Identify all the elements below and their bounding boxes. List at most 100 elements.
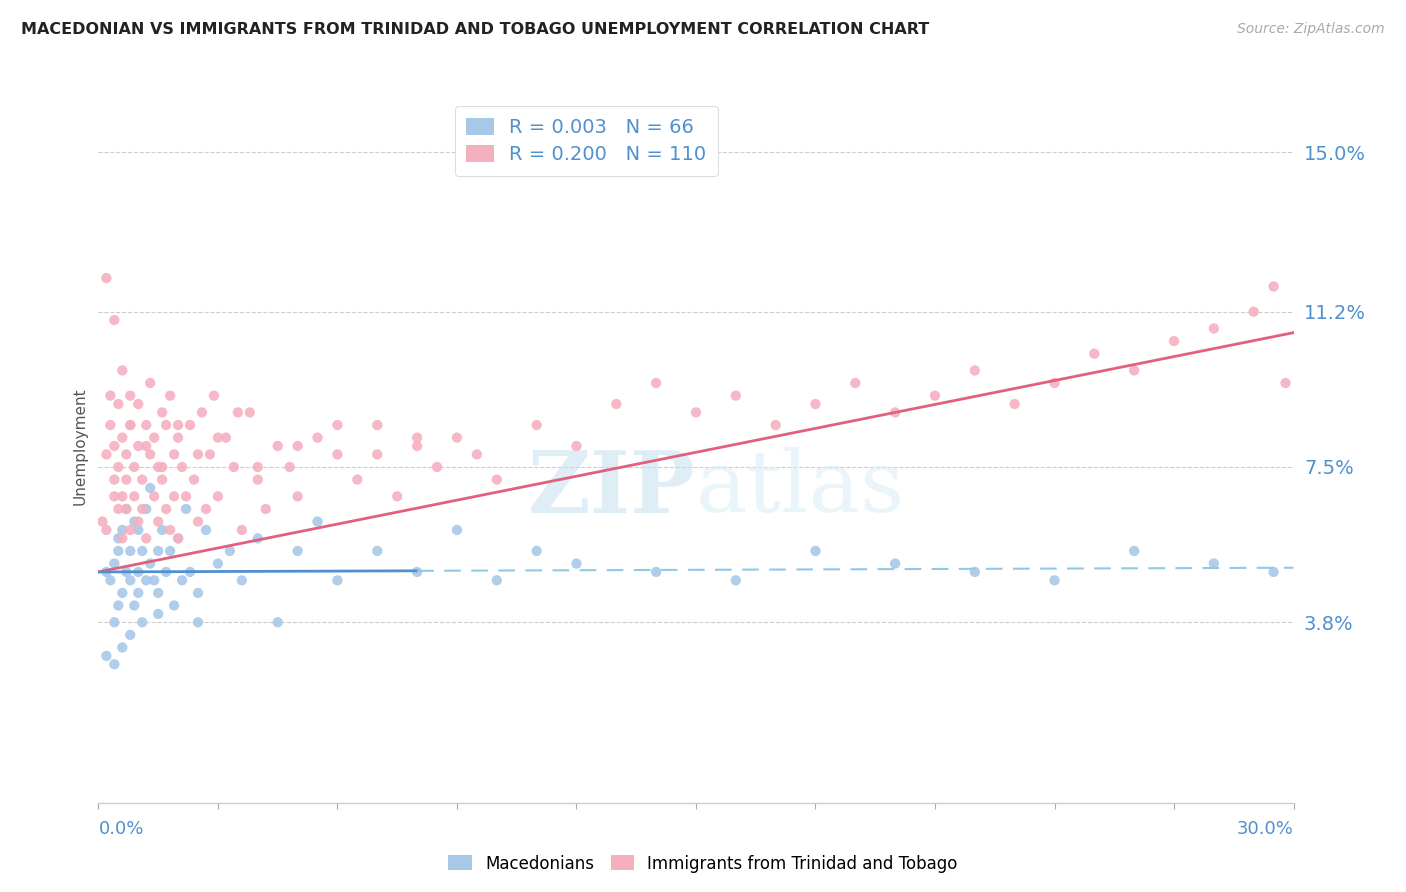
Point (115, 447, 138, 461)
Point (366, 417, 388, 432)
Point (127, 439, 149, 453)
Point (167, 532, 190, 546)
Text: 0.0%: 0.0% (98, 820, 143, 838)
Point (202, 389, 225, 403)
Point (804, 544, 827, 558)
Point (155, 502, 177, 516)
Point (111, 431, 134, 445)
Point (124, 489, 146, 503)
Point (1202, 557, 1225, 571)
Point (127, 523, 149, 537)
Point (1243, 304, 1265, 318)
Text: 30.0%: 30.0% (1237, 820, 1294, 838)
Point (103, 657, 125, 672)
Point (287, 439, 309, 453)
Point (307, 431, 329, 445)
Point (1202, 321, 1225, 335)
Point (148, 460, 170, 475)
Point (100, 574, 122, 588)
Point (267, 615, 290, 630)
Point (135, 502, 157, 516)
Point (326, 447, 349, 461)
Point (111, 532, 134, 546)
Point (195, 502, 218, 516)
Point (346, 473, 368, 487)
Point (326, 574, 349, 588)
Point (174, 489, 197, 503)
Point (724, 574, 747, 588)
Point (120, 523, 142, 537)
Point (127, 565, 149, 579)
Point (115, 473, 138, 487)
Text: atlas: atlas (696, 447, 905, 531)
Point (446, 431, 468, 445)
Point (187, 447, 209, 461)
Point (191, 405, 214, 419)
Point (148, 607, 170, 621)
Point (150, 405, 173, 419)
Point (103, 439, 125, 453)
Point (183, 473, 205, 487)
Point (187, 586, 209, 600)
Point (307, 515, 329, 529)
Point (111, 523, 134, 537)
Point (111, 586, 134, 600)
Point (207, 489, 229, 503)
Point (804, 397, 827, 411)
Point (565, 439, 588, 453)
Point (131, 544, 153, 558)
Point (167, 532, 190, 546)
Point (120, 417, 142, 432)
Y-axis label: Unemployment: Unemployment (72, 387, 87, 505)
Point (219, 544, 242, 558)
Point (167, 417, 190, 432)
Point (111, 363, 134, 377)
Point (120, 628, 142, 642)
Point (526, 544, 548, 558)
Text: Source: ZipAtlas.com: Source: ZipAtlas.com (1237, 22, 1385, 37)
Point (100, 417, 122, 432)
Point (1123, 363, 1146, 377)
Point (198, 447, 221, 461)
Point (1004, 397, 1026, 411)
Point (1043, 376, 1066, 390)
Point (135, 574, 157, 588)
Point (96, 648, 118, 663)
Point (278, 460, 301, 475)
Point (103, 557, 125, 571)
Point (207, 431, 229, 445)
Point (115, 502, 138, 516)
Point (163, 599, 186, 613)
Point (107, 532, 129, 546)
Point (111, 489, 134, 503)
Point (465, 447, 488, 461)
Point (179, 565, 201, 579)
Point (565, 557, 588, 571)
Point (111, 640, 134, 655)
Point (1263, 279, 1285, 293)
Point (107, 502, 129, 516)
Point (326, 417, 349, 432)
Point (167, 431, 190, 445)
Point (120, 389, 142, 403)
Point (159, 389, 181, 403)
Point (246, 460, 269, 475)
Point (139, 557, 162, 571)
Point (287, 544, 309, 558)
Point (96, 523, 118, 537)
Point (135, 532, 157, 546)
Point (172, 460, 194, 475)
Point (103, 615, 125, 630)
Point (884, 405, 907, 419)
Point (124, 599, 146, 613)
Point (139, 481, 162, 495)
Point (100, 389, 122, 403)
Point (685, 405, 707, 419)
Point (107, 460, 129, 475)
Point (127, 397, 149, 411)
Point (120, 417, 142, 432)
Point (148, 544, 170, 558)
Point (127, 586, 149, 600)
Point (127, 515, 149, 529)
Point (446, 523, 468, 537)
